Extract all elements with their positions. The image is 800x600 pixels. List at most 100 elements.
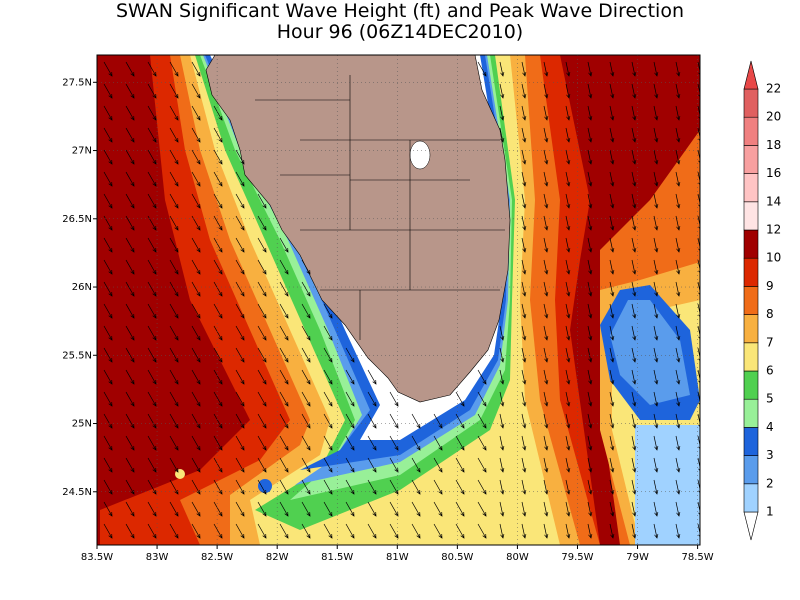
direction-arrow [301,369,311,385]
direction-arrow [169,237,179,253]
y-tick-label: 24.5N [62,487,92,498]
direction-arrow [587,435,593,451]
direction-arrow [279,479,289,495]
axes: 83.5W 83W 82.5W 82W 81.5W 81W 80.5W 80W 79.5W 79W… [62,77,714,563]
direction-arrow [521,303,527,319]
direction-arrow [169,105,179,121]
direction-arrow [103,501,113,517]
direction-arrow [455,523,465,539]
direction-arrow [345,347,355,363]
direction-arrow [147,303,157,319]
direction-arrow [169,347,179,363]
direction-arrow [433,435,443,451]
direction-arrow [191,237,201,253]
direction-arrow [103,193,113,209]
direction-arrow [103,281,113,297]
direction-arrow [191,303,201,319]
direction-arrow [433,457,443,473]
direction-arrow [675,413,681,429]
direction-arrow [301,435,311,451]
colorbar-over [743,60,759,90]
direction-arrow [147,347,157,363]
colorbar-bin [743,370,759,400]
direction-arrow [499,435,505,451]
direction-arrow [191,369,201,385]
direction-arrow [653,61,659,77]
direction-arrow [257,259,267,275]
direction-arrow [213,391,223,407]
direction-arrow [631,105,637,121]
direction-arrow [653,435,659,451]
map-frame [96,54,701,546]
direction-arrow [631,259,637,275]
direction-arrow [103,457,113,473]
direction-arrow [609,127,615,143]
direction-arrow [191,83,201,99]
direction-arrow [521,413,527,429]
direction-arrow [565,281,571,297]
sea-region [635,425,700,545]
direction-arrow [543,303,549,319]
direction-arrow [499,369,505,385]
direction-arrow [675,259,681,275]
colorbar-label: 18 [766,138,781,152]
direction-arrow [147,83,157,99]
direction-arrow [301,281,311,297]
direction-arrow [345,391,355,407]
direction-arrow [323,347,333,363]
direction-arrow [455,501,465,517]
direction-arrow [213,105,223,121]
direction-arrow [565,149,571,165]
direction-arrow [389,413,399,429]
sea-region [258,479,272,493]
direction-arrow [235,237,245,253]
colorbar-bin [743,286,759,315]
direction-arrow [191,435,201,451]
direction-arrow [257,457,267,473]
direction-arrow [631,457,637,473]
direction-arrow [125,105,135,121]
direction-arrow [103,303,113,319]
direction-arrow [587,259,593,275]
direction-arrow [125,171,135,187]
direction-arrow [213,171,223,187]
direction-arrow [675,501,681,517]
direction-arrow [213,479,223,495]
direction-arrow [521,127,527,143]
direction-arrow [477,501,487,517]
direction-arrow [147,457,157,473]
direction-arrow [455,391,465,407]
direction-arrow [257,193,267,209]
direction-arrow [257,347,267,363]
direction-arrow [587,237,593,253]
direction-arrow [147,149,157,165]
direction-arrow [103,149,113,165]
direction-arrow [147,369,157,385]
direction-arrow [653,457,659,473]
direction-arrow [191,457,201,473]
direction-arrow [147,105,157,121]
direction-arrow [521,479,527,495]
direction-arrow [389,391,399,407]
direction-arrow [125,281,135,297]
direction-arrow [499,347,505,363]
direction-arrow [587,171,593,187]
direction-arrow [125,391,135,407]
direction-arrow [587,413,593,429]
direction-arrow [279,303,289,319]
direction-arrow [631,237,637,253]
direction-arrow [103,369,113,385]
direction-arrow [103,523,113,539]
direction-arrow [125,479,135,495]
direction-arrow [147,523,157,539]
direction-arrow [235,501,245,517]
land [205,55,511,403]
direction-arrow [213,237,223,253]
direction-arrow [323,479,333,495]
direction-arrow [521,61,527,77]
direction-arrow [565,391,571,407]
direction-arrow [675,457,681,473]
direction-arrow [565,435,571,451]
direction-arrow [279,435,289,451]
direction-arrow [103,325,113,341]
